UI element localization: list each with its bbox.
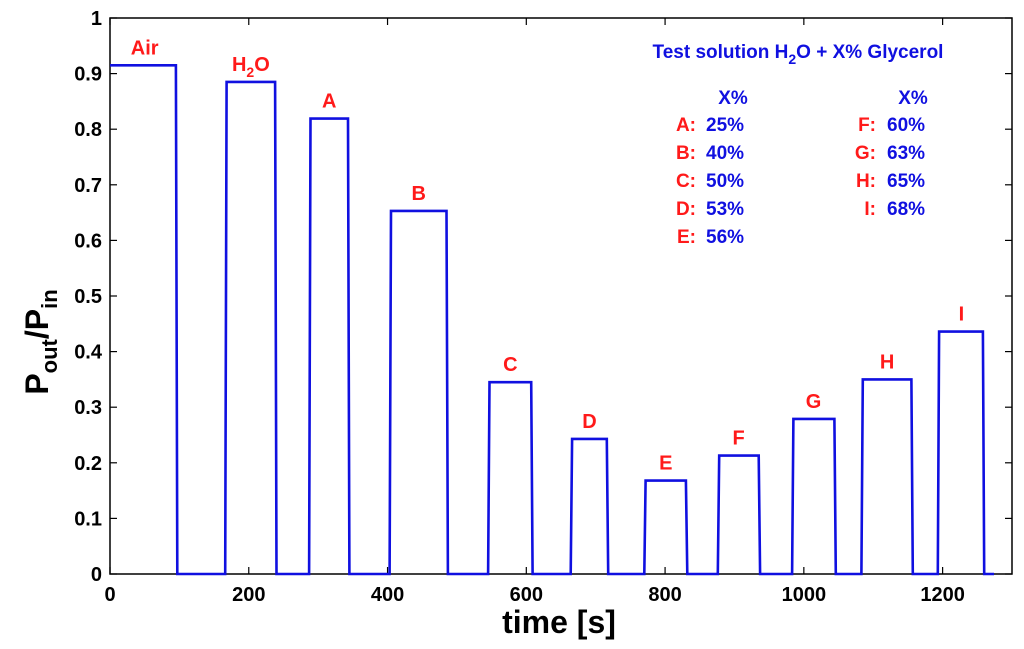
series-line xyxy=(110,64,994,576)
y-tick-label: 0 xyxy=(91,564,102,586)
legend-row-key: G: xyxy=(855,143,876,164)
y-axis-label-sub1: out xyxy=(37,338,62,373)
y-tick-label: 0.9 xyxy=(74,64,102,86)
y-tick-label: 0.3 xyxy=(74,397,102,419)
legend-row-key: C: xyxy=(676,171,696,192)
legend-title-post: O + X% Glycerol xyxy=(796,42,943,63)
x-tick-label: 600 xyxy=(510,584,543,606)
legend-rows: A: 25% B: 40% C: 50% D: 53% E: 56% F: 60% G: 63% H: 65%… xyxy=(676,115,925,248)
y-ticks: 0 0.1 0.2 0.3 0.4 0.5 0.6 0.7 0.8 0.9 1 xyxy=(74,8,1012,586)
legend-title-pre: Test solution H xyxy=(653,42,789,63)
y-tick-label: 0.5 xyxy=(74,286,102,308)
legend-col-header-right: X% xyxy=(898,88,928,109)
legend-row-key: H: xyxy=(856,171,876,192)
x-tick-label: 800 xyxy=(648,584,681,606)
legend-annotation: Test solution H2O + X% Glycerol X% X% A:… xyxy=(653,42,944,248)
legend-row-key: A: xyxy=(676,115,696,136)
legend-row-value: 63% xyxy=(887,143,925,164)
y-axis-label-main: P xyxy=(19,373,55,394)
legend-row-value: 65% xyxy=(887,171,925,192)
legend-row-value: 60% xyxy=(887,115,925,136)
legend-title-sub: 2 xyxy=(788,51,796,67)
segment-label: H2O xyxy=(232,54,270,80)
x-tick-label: 1000 xyxy=(782,584,827,606)
y-axis-label-sub2: in xyxy=(37,289,62,309)
legend-row-key: E: xyxy=(677,227,696,248)
x-ticks: 0 200 400 600 800 1000 1200 xyxy=(104,18,965,606)
x-tick-label: 200 xyxy=(232,584,265,606)
segment-label: A xyxy=(322,91,336,113)
legend-row-value: 56% xyxy=(706,227,744,248)
legend-row-value: 25% xyxy=(706,115,744,136)
x-tick-label: 1200 xyxy=(920,584,965,606)
legend-row-value: 50% xyxy=(706,171,744,192)
legend-row-value: 68% xyxy=(887,199,925,220)
segment-label: E xyxy=(659,453,672,475)
legend-row-key: I: xyxy=(864,199,876,220)
y-tick-label: 0.2 xyxy=(74,453,102,475)
x-tick-label: 0 xyxy=(104,584,115,606)
y-tick-label: 0.1 xyxy=(74,508,102,530)
y-axis-label: Pout/Pin xyxy=(19,289,62,394)
segment-label: Air xyxy=(131,37,159,59)
x-axis-label: time [s] xyxy=(502,604,616,640)
segment-label: G xyxy=(806,391,822,413)
segment-label: F xyxy=(733,428,745,450)
legend-row-key: D: xyxy=(676,199,696,220)
y-tick-label: 1 xyxy=(91,8,102,30)
y-tick-label: 0.6 xyxy=(74,230,102,252)
x-tick-label: 400 xyxy=(371,584,404,606)
legend-row-value: 40% xyxy=(706,143,744,164)
legend-row-value: 53% xyxy=(706,199,744,220)
legend-row-key: F: xyxy=(858,115,876,136)
segment-label: I xyxy=(959,304,965,326)
y-tick-label: 0.4 xyxy=(74,342,103,364)
y-axis-label-mid: /P xyxy=(19,309,55,339)
segment-labels: Air H2O A B C D E F G H I xyxy=(131,37,964,474)
legend-title: Test solution H2O + X% Glycerol xyxy=(653,42,944,67)
axes: 0 0.1 0.2 0.3 0.4 0.5 0.6 0.7 0.8 0.9 1 0 200 400 600… xyxy=(74,8,1013,606)
legend-row-key: B: xyxy=(676,143,696,164)
segment-label: H xyxy=(880,351,894,373)
segment-label: D xyxy=(582,411,596,433)
y-tick-label: 0.8 xyxy=(74,119,102,141)
segment-label: B xyxy=(412,183,426,205)
legend-col-header-left: X% xyxy=(718,88,748,109)
segment-label: C xyxy=(503,354,517,376)
y-tick-label: 0.7 xyxy=(74,175,102,197)
